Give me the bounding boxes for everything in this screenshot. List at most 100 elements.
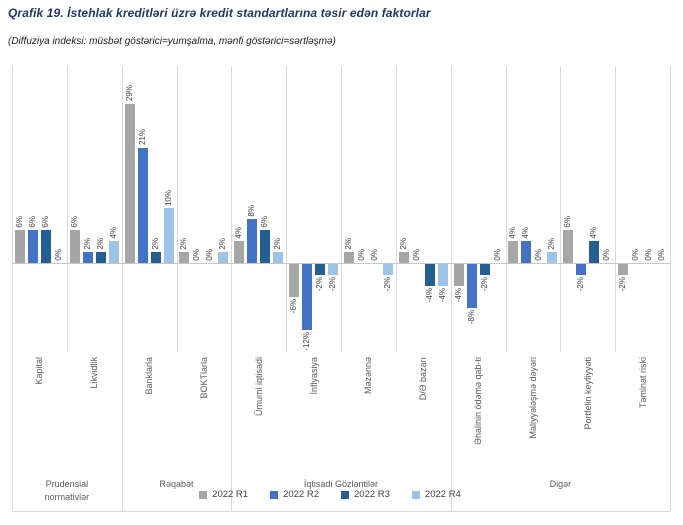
bar <box>273 252 284 263</box>
bar <box>424 264 435 286</box>
bar <box>547 252 558 263</box>
group-label: Digər <box>549 479 572 489</box>
group-label: Rəqabət <box>159 479 194 489</box>
category-label: Likvidlik <box>89 357 100 389</box>
gridline <box>286 66 288 352</box>
bar <box>82 252 93 263</box>
legend-swatch <box>341 490 349 499</box>
bar-value-label: 2% <box>343 238 353 250</box>
bar <box>14 230 25 263</box>
bar-value-label: 6% <box>40 216 50 228</box>
legend-label: 2022 R4 <box>424 489 461 500</box>
category-label: Maliyyələşmə dəyəri <box>527 357 538 439</box>
bar-value-label: -4% <box>437 288 447 303</box>
bar <box>343 252 354 263</box>
legend-item: 2022 R3 <box>341 489 390 500</box>
category-label: Məzənnə <box>363 357 374 395</box>
bar <box>563 230 574 263</box>
category-label: Banklarla <box>144 357 155 395</box>
bar <box>108 241 119 263</box>
bar-value-label: 2% <box>398 238 408 250</box>
bar-value-label: 2% <box>95 238 105 250</box>
bar <box>398 252 409 263</box>
bar-value-label: 4% <box>234 227 244 239</box>
bar <box>95 252 106 263</box>
bar-value-label: 0% <box>492 249 502 261</box>
category-label: BOKTlarla <box>198 357 209 399</box>
bar <box>315 264 326 275</box>
bar-value-label: -6% <box>289 299 299 314</box>
bar-value-label: -2% <box>618 277 628 292</box>
bar-value-label: 4% <box>108 227 118 239</box>
bar <box>479 264 490 275</box>
group-label: İqtisadi Gözləntilər <box>303 479 378 489</box>
bar-value-label: 0% <box>657 249 667 261</box>
bar-value-label: -2% <box>315 277 325 292</box>
legend-label: 2022 R2 <box>283 489 319 500</box>
bar <box>40 230 51 263</box>
bar-value-label: 8% <box>247 205 257 217</box>
category-label: Kapital <box>34 357 45 385</box>
bar-value-label: -12% <box>302 332 312 351</box>
bar-value-label: 4% <box>589 227 599 239</box>
bar-value-label: 6% <box>14 216 24 228</box>
bar-value-label: -2% <box>479 277 489 292</box>
gridline <box>121 66 123 511</box>
gridline <box>231 66 233 511</box>
bar <box>589 241 600 263</box>
bar <box>150 252 161 263</box>
bar <box>328 264 339 275</box>
gridline <box>615 66 617 352</box>
gridline <box>341 66 342 352</box>
bar-value-label: 10% <box>163 189 173 206</box>
category-label: D/Ə bazarı <box>418 357 429 401</box>
bar <box>234 241 245 263</box>
bar-value-label: 4% <box>508 227 518 239</box>
bar <box>302 264 313 330</box>
bar <box>618 264 629 275</box>
bar-value-label: 2% <box>547 238 557 250</box>
bar <box>69 230 80 263</box>
legend-swatch <box>199 490 208 499</box>
gridline <box>12 66 13 511</box>
bar <box>466 264 477 308</box>
chart-legend: 2022 R1 2022 R2 2022 R3 2022 R4 <box>0 489 660 500</box>
bar <box>437 264 448 286</box>
gridline <box>505 66 507 352</box>
bar-value-label: 0% <box>411 249 421 261</box>
bar-value-label: 0% <box>53 249 63 261</box>
bar-value-label: 2% <box>179 238 189 250</box>
bar <box>521 241 532 263</box>
bar-value-label: 0% <box>205 249 215 261</box>
gridline <box>670 66 671 511</box>
bar <box>508 241 519 263</box>
bar <box>453 264 464 286</box>
bar-value-label: 29% <box>124 85 134 102</box>
category-label: Portfelin keyfiyyəti <box>582 357 593 430</box>
bar-value-label: 0% <box>602 249 612 261</box>
bar-value-label: 0% <box>192 249 202 261</box>
legend-label: 2022 R1 <box>212 489 249 500</box>
legend-swatch <box>270 490 279 499</box>
bar <box>247 219 258 263</box>
gridline <box>176 66 178 352</box>
bar <box>218 252 229 263</box>
bar-value-label: 6% <box>69 216 79 228</box>
legend-label: 2022 R3 <box>354 489 390 500</box>
bar-value-label: 6% <box>563 216 573 228</box>
gridline <box>450 66 452 511</box>
category-label: Əhalinin ödəmə qab-ti <box>473 357 484 445</box>
bar-value-label: 0% <box>356 249 366 261</box>
bar-value-label: 21% <box>137 129 147 146</box>
bar-value-label: -2% <box>576 277 586 292</box>
bar-value-label: -2% <box>328 277 338 292</box>
legend-item: 2022 R4 <box>411 489 461 500</box>
legend-item: 2022 R1 <box>199 489 248 500</box>
bar-value-label: 2% <box>82 238 92 250</box>
bar-value-label: 2% <box>218 238 228 250</box>
category-label: Ümumi iqtisadi <box>253 357 264 417</box>
axis-zero-line <box>12 263 670 264</box>
bar-value-label: -4% <box>424 288 434 303</box>
bar <box>163 208 174 263</box>
